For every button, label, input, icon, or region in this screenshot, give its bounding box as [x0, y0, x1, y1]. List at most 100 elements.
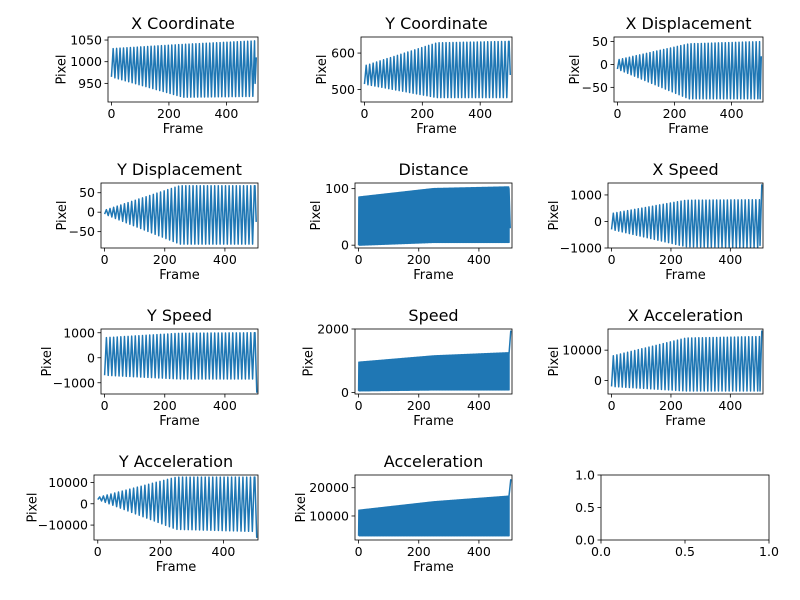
y-tick-label: 0	[600, 57, 608, 72]
series-line	[357, 330, 512, 392]
x-tick-label: 200	[407, 544, 431, 559]
y-tick-label: −50	[582, 80, 608, 95]
y-axis-label: Pixel	[25, 492, 40, 522]
y-tick-label: 1000	[70, 54, 102, 69]
x-axis-label: Frame	[413, 560, 454, 575]
x-axis-label: Frame	[159, 268, 200, 283]
axes-frame	[354, 182, 513, 249]
x-tick-label: 200	[659, 252, 683, 267]
axes-frame	[100, 182, 259, 249]
chart-title: Y Displacement	[116, 160, 242, 179]
subplot-5: 0 200 400 0 100 Distance Frame Pixel	[309, 160, 513, 283]
chart-title: Y Speed	[146, 306, 212, 325]
series-line	[610, 330, 763, 392]
series-line	[103, 332, 258, 393]
x-tick-label: 400	[467, 398, 491, 413]
chart-title: Speed	[408, 306, 458, 325]
y-tick-label: 1000	[570, 187, 602, 202]
axes-frame	[93, 474, 259, 541]
x-tick-label: 400	[720, 106, 744, 121]
y-axis-label: Pixel	[294, 492, 309, 522]
subplot-2: 0 200 400 500 600 Y Coordinate Frame Pixel	[315, 14, 513, 137]
x-axis-label: Frame	[413, 414, 454, 429]
y-axis-label: Pixel	[315, 54, 330, 84]
x-tick-label: 0	[608, 398, 616, 413]
x-tick-label: 0	[355, 398, 363, 413]
x-tick-label: 400	[467, 544, 491, 559]
x-tick-label: 400	[213, 252, 237, 267]
x-tick-label: 400	[213, 398, 237, 413]
series-line	[357, 186, 511, 246]
axes-frame	[607, 328, 764, 395]
x-tick-label: 200	[153, 398, 177, 413]
chart-title: Y Coordinate	[384, 14, 488, 33]
y-tick-label: 1.0	[575, 468, 595, 483]
x-tick-label: 200	[153, 252, 177, 267]
y-tick-label: 0	[594, 373, 602, 388]
x-tick-label: 0	[360, 106, 368, 121]
x-tick-label: 400	[214, 106, 238, 121]
subplot-8: 0 200 400 0 2000 Speed Frame Pixel	[302, 306, 513, 429]
chart-title: X Displacement	[625, 14, 751, 33]
series-line	[97, 476, 258, 538]
y-tick-label: 0	[87, 350, 95, 365]
y-tick-label: 50	[79, 185, 95, 200]
x-tick-label: 400	[718, 398, 742, 413]
y-axis-label: Pixel	[302, 346, 317, 376]
y-tick-label: 10000	[562, 343, 602, 358]
x-tick-label: 200	[410, 106, 434, 121]
subplot-3: 0 200 400 −50 0 50 X Displacement Frame Pixel	[568, 14, 764, 137]
y-tick-label: −50	[69, 224, 95, 239]
y-tick-label: 600	[331, 46, 355, 61]
axes-frame	[607, 182, 764, 249]
x-tick-label: 0	[107, 106, 115, 121]
y-axis-label: Pixel	[568, 54, 583, 84]
chart-title: Y Acceleration	[118, 452, 233, 471]
x-axis-label: Frame	[416, 122, 457, 137]
x-axis-label: Frame	[413, 268, 454, 283]
x-axis-label: Frame	[156, 560, 197, 575]
subplot-10: 0 200 400 −10000 0 10000 Y Acceleration Frame Pi…	[25, 452, 259, 575]
y-tick-label: 0	[87, 205, 95, 220]
chart-title: X Acceleration	[628, 306, 743, 325]
y-tick-label: −10000	[38, 518, 88, 533]
series-line	[616, 40, 763, 100]
subplot-9: 0 200 400 0 10000 X Acceleration Frame Pixel	[547, 306, 764, 429]
y-tick-label: 0	[341, 385, 349, 400]
x-tick-label: 1.0	[759, 544, 779, 559]
y-tick-label: 0.0	[575, 533, 595, 548]
x-axis-label: Frame	[665, 414, 706, 429]
y-tick-label: −1000	[560, 241, 602, 256]
x-tick-label: 200	[157, 106, 181, 121]
y-tick-label: 500	[331, 82, 355, 97]
series-line	[357, 479, 512, 537]
x-tick-label: 400	[718, 252, 742, 267]
axes-frame	[600, 474, 770, 541]
axes-frame	[354, 328, 513, 395]
x-tick-label: 0	[608, 252, 616, 267]
series-line	[363, 40, 512, 99]
series-line	[103, 184, 257, 245]
x-axis-label: Frame	[159, 414, 200, 429]
axes-frame	[100, 328, 259, 395]
chart-title: X Speed	[652, 160, 718, 179]
y-tick-label: 0	[594, 214, 602, 229]
x-tick-label: 400	[212, 544, 236, 559]
y-axis-label: Pixel	[309, 200, 324, 230]
subplot-4: 0 200 400 −50 0 50 Y Displacement Frame Pixel	[55, 160, 259, 283]
y-tick-label: 100	[325, 181, 349, 196]
x-tick-label: 0	[101, 398, 109, 413]
subplot-11: 0 200 400 10000 20000 Acceleration Frame Pixel	[294, 452, 513, 575]
y-axis-label: Pixel	[55, 200, 70, 230]
x-tick-label: 0	[94, 544, 102, 559]
x-tick-label: 0	[355, 252, 363, 267]
y-tick-label: 0.5	[575, 500, 595, 515]
series-line	[110, 40, 258, 98]
subplot-12: 0.0 0.5 1.0 0.0 0.5 1.0	[575, 468, 779, 560]
subplot-6: 0 200 400 −1000 0 1000 X Speed Frame Pixel	[547, 160, 764, 283]
x-tick-label: 200	[659, 398, 683, 413]
y-axis-label: Pixel	[547, 346, 562, 376]
axes-frame	[613, 36, 764, 103]
y-axis-label: Pixel	[547, 200, 562, 230]
